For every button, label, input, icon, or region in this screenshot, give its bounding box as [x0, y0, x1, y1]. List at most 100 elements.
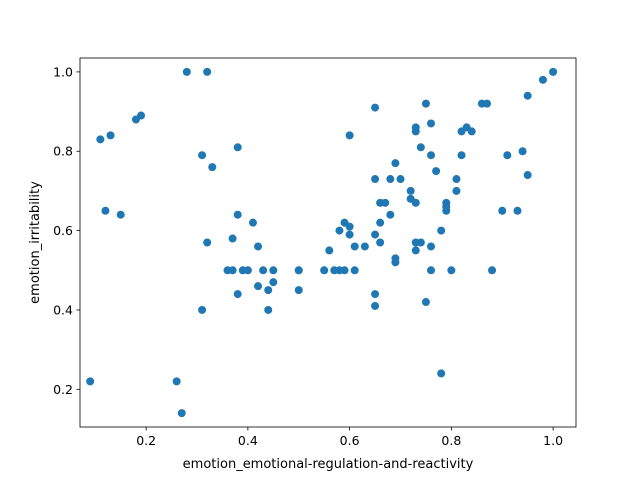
scatter-point: [325, 246, 334, 255]
scatter-point: [198, 305, 207, 314]
y-axis-ticks: 0.2 0.4 0.6 0.8 1.0: [53, 64, 80, 397]
scatter-point: [411, 246, 420, 255]
scatter-point: [427, 151, 436, 160]
scatter-point: [538, 75, 547, 84]
scatter-point: [137, 111, 146, 120]
x-tick-label: 0.4: [238, 433, 258, 448]
scatter-point: [523, 91, 532, 100]
scatter-point: [523, 171, 532, 180]
scatter-point: [442, 206, 451, 215]
plot-area: [80, 58, 576, 427]
y-tick-label: 0.6: [53, 223, 73, 238]
scatter-point: [203, 67, 212, 76]
scatter-point: [406, 186, 415, 195]
scatter-point: [360, 242, 369, 251]
scatter-point: [482, 99, 491, 108]
scatter-point: [269, 278, 278, 287]
plot-frame: [79, 57, 577, 428]
x-tick-label: 1.0: [543, 433, 563, 448]
x-axis-ticks: 0.2 0.4 0.6 0.8 1.0: [136, 427, 563, 448]
scatter-point: [437, 369, 446, 378]
scatter-point: [233, 143, 242, 152]
scatter-point: [391, 159, 400, 168]
scatter-point: [421, 298, 430, 307]
scatter-point: [294, 286, 303, 295]
scatter-point: [203, 238, 212, 247]
scatter-point: [371, 103, 380, 112]
scatter-point: [335, 226, 344, 235]
scatter-point: [432, 167, 441, 176]
scatter-point: [320, 266, 329, 275]
scatter-point: [549, 67, 558, 76]
y-tick-label: 0.4: [53, 302, 73, 317]
scatter-point: [172, 377, 181, 386]
scatter-point: [208, 163, 217, 172]
x-axis-label: emotion_emotional-regulation-and-reactiv…: [183, 457, 474, 472]
scatter-point: [228, 266, 237, 275]
scatter-point: [86, 377, 95, 386]
scatter-point: [416, 143, 425, 152]
scatter-point: [177, 409, 186, 418]
data-points: [86, 67, 558, 418]
x-tick-label: 0.2: [136, 433, 156, 448]
scatter-point: [513, 206, 522, 215]
scatter-point: [411, 127, 420, 136]
scatter-point: [350, 242, 359, 251]
scatter-point: [416, 238, 425, 247]
scatter-point: [411, 198, 420, 207]
scatter-point: [96, 135, 105, 144]
scatter-point: [371, 290, 380, 299]
scatter-point: [248, 218, 257, 227]
y-axis-label: emotion_irritability: [28, 181, 43, 304]
scatter-point: [457, 151, 466, 160]
scatter-point: [376, 218, 385, 227]
scatter-point: [345, 230, 354, 239]
y-tick-label: 0.2: [53, 382, 73, 397]
y-tick-label: 1.0: [53, 64, 73, 79]
scatter-point: [269, 266, 278, 275]
scatter-point: [254, 282, 263, 291]
scatter-point: [437, 226, 446, 235]
scatter-point: [116, 210, 125, 219]
scatter-point: [182, 67, 191, 76]
scatter-point: [233, 290, 242, 299]
scatter-point: [345, 222, 354, 231]
scatter-point: [386, 210, 395, 219]
scatter-point: [233, 210, 242, 219]
scatter-point: [264, 286, 273, 295]
scatter-point: [427, 119, 436, 128]
scatter-point: [345, 131, 354, 140]
scatter-point: [294, 266, 303, 275]
scatter-point: [467, 127, 476, 136]
scatter-point: [503, 151, 512, 160]
x-tick-label: 0.8: [441, 433, 461, 448]
scatter-point: [198, 151, 207, 160]
scatter-point: [371, 175, 380, 184]
scatter-point: [488, 266, 497, 275]
scatter-point: [371, 230, 380, 239]
scatter-point: [101, 206, 110, 215]
x-tick-label: 0.6: [340, 433, 360, 448]
scatter-point: [452, 175, 461, 184]
scatter-point: [350, 266, 359, 275]
scatter-point: [371, 301, 380, 310]
scatter-point: [498, 206, 507, 215]
scatter-point: [452, 186, 461, 195]
scatter-point: [340, 266, 349, 275]
scatter-point: [518, 147, 527, 156]
scatter-point: [396, 175, 405, 184]
scatter-point: [254, 242, 263, 251]
scatter-point: [228, 234, 237, 243]
scatter-point: [421, 99, 430, 108]
scatter-point: [381, 198, 390, 207]
scatter-point: [386, 175, 395, 184]
scatter-point: [427, 266, 436, 275]
scatter-point: [391, 258, 400, 267]
scatter-point: [427, 242, 436, 251]
scatter-point: [106, 131, 115, 140]
scatter-point: [243, 266, 252, 275]
scatter-point: [259, 266, 268, 275]
scatter-point: [264, 305, 273, 314]
y-tick-label: 0.8: [53, 144, 73, 159]
